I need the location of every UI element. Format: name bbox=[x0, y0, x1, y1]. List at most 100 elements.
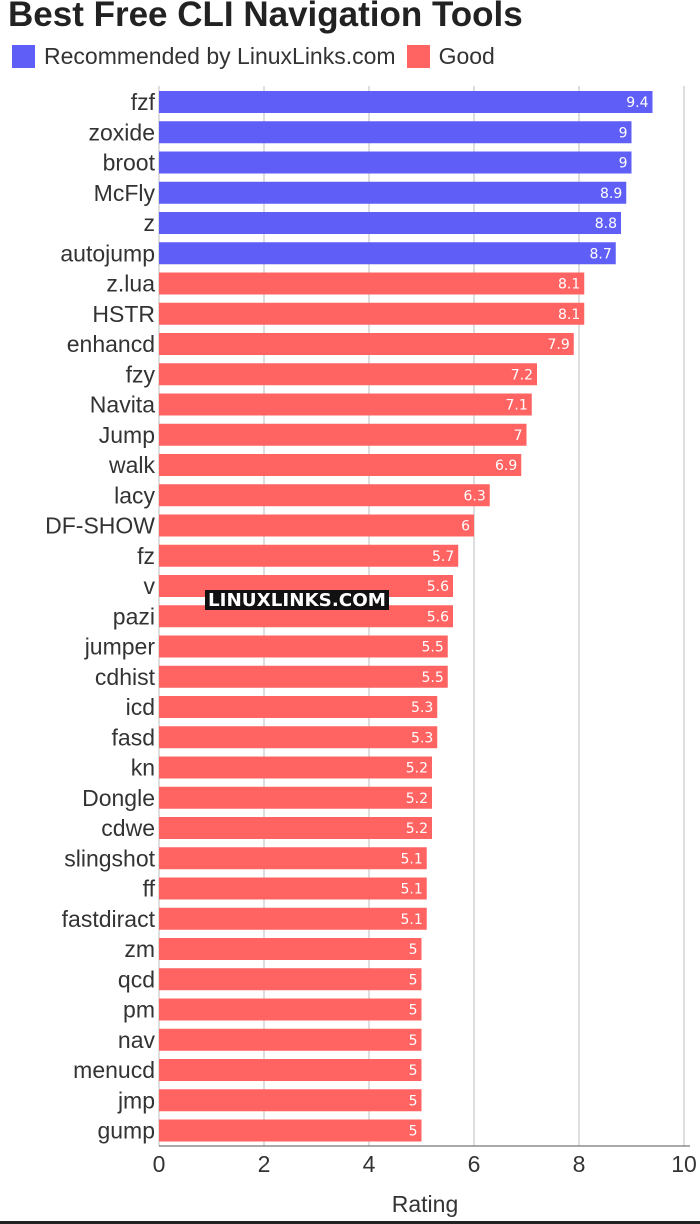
legend: Recommended by LinuxLinks.com Good bbox=[12, 43, 506, 70]
legend-label-good: Good bbox=[438, 43, 495, 69]
category-label: fastdiract bbox=[62, 906, 156, 932]
bar-value-label: 5.7 bbox=[432, 549, 454, 565]
category-label: z.lua bbox=[106, 271, 155, 297]
x-axis: 0 2 4 6 8 10 bbox=[153, 1145, 697, 1177]
bar-value-label: 6.9 bbox=[495, 458, 517, 474]
category-label: autojump bbox=[60, 240, 155, 266]
bar bbox=[159, 151, 632, 174]
category-label: zm bbox=[124, 936, 155, 962]
category-label: cdwe bbox=[101, 815, 155, 841]
bar-value-label: 9 bbox=[619, 156, 628, 172]
category-label: pm bbox=[123, 997, 155, 1023]
category-label: HSTR bbox=[92, 301, 155, 327]
bar-value-label: 5 bbox=[409, 1093, 418, 1109]
bar-value-label: 7.1 bbox=[505, 398, 527, 414]
category-label: kn bbox=[131, 755, 155, 781]
category-label: fzf bbox=[131, 89, 156, 115]
bar-value-label: 5.3 bbox=[411, 730, 433, 746]
category-label: cdhist bbox=[95, 664, 156, 690]
x-tick-label: 8 bbox=[573, 1151, 586, 1177]
category-label: Dongle bbox=[82, 785, 155, 811]
bar-value-label: 5.5 bbox=[421, 640, 443, 656]
category-label: slingshot bbox=[64, 845, 155, 871]
x-tick-label: 0 bbox=[153, 1151, 166, 1177]
category-label: Jump bbox=[99, 422, 155, 448]
category-label: jmp bbox=[117, 1087, 155, 1113]
x-tick-label: 10 bbox=[671, 1151, 697, 1177]
watermark-text: LINUXLINKS.COM bbox=[208, 590, 386, 611]
bar-value-label: 7 bbox=[514, 428, 523, 444]
bar bbox=[159, 363, 537, 386]
category-label: z bbox=[144, 210, 156, 236]
bar bbox=[159, 1059, 422, 1081]
bar bbox=[159, 696, 438, 718]
category-label: icd bbox=[126, 694, 155, 720]
bar bbox=[159, 333, 574, 355]
bar bbox=[159, 907, 427, 930]
bar bbox=[159, 121, 632, 144]
legend-label-recommended: Recommended by LinuxLinks.com bbox=[44, 43, 396, 69]
bar bbox=[159, 1028, 422, 1051]
bar-value-label: 5.2 bbox=[406, 761, 428, 777]
bar-value-label: 9.4 bbox=[626, 95, 648, 111]
bar-value-label: 5.2 bbox=[406, 821, 428, 837]
bar-value-label: 5 bbox=[409, 1063, 418, 1079]
x-axis-title: Rating bbox=[392, 1191, 458, 1217]
category-label: nav bbox=[118, 1027, 156, 1053]
bar bbox=[159, 726, 438, 749]
bar-value-label: 5.1 bbox=[400, 912, 422, 928]
bar bbox=[159, 847, 427, 870]
category-label: gump bbox=[97, 1118, 155, 1144]
bar-value-label: 8.9 bbox=[600, 186, 622, 202]
x-tick-label: 6 bbox=[468, 1151, 481, 1177]
bar bbox=[159, 302, 585, 325]
bar-value-label: 5 bbox=[409, 942, 418, 958]
bar bbox=[159, 938, 422, 960]
bar-value-label: 8.1 bbox=[558, 307, 580, 323]
bar-value-label: 5.1 bbox=[400, 851, 422, 867]
bar-value-label: 6.3 bbox=[463, 488, 485, 504]
category-label: Navita bbox=[90, 392, 155, 418]
bar bbox=[159, 605, 453, 628]
bar-value-label: 7.2 bbox=[511, 367, 533, 383]
bar bbox=[159, 454, 522, 476]
category-label: v bbox=[144, 573, 156, 599]
bar bbox=[159, 756, 432, 779]
category-label: fzy bbox=[126, 361, 156, 387]
category-label: walk bbox=[108, 452, 156, 478]
category-label: lacy bbox=[114, 482, 155, 508]
chart-title: Best Free CLI Navigation Tools bbox=[8, 0, 523, 34]
bar-value-label: 5 bbox=[409, 1003, 418, 1019]
category-label: fz bbox=[137, 543, 155, 569]
bar bbox=[159, 181, 627, 204]
bar bbox=[159, 544, 459, 567]
bar bbox=[159, 514, 474, 537]
x-tick-label: 2 bbox=[258, 1151, 271, 1177]
bar bbox=[159, 635, 448, 658]
category-labels: fzf zoxide broot McFly z autojump z.lua HSTR enh… bbox=[45, 89, 155, 1144]
bottom-rule bbox=[0, 1221, 700, 1224]
category-label: zoxide bbox=[89, 119, 155, 145]
category-label: pazi bbox=[113, 603, 155, 629]
x-tick-label: 4 bbox=[363, 1151, 376, 1177]
bar bbox=[159, 212, 621, 234]
category-label: enhancd bbox=[67, 331, 155, 357]
category-label: qcd bbox=[118, 966, 155, 992]
bar bbox=[159, 817, 432, 839]
bar-value-label: 7.9 bbox=[547, 337, 569, 353]
bar bbox=[159, 786, 432, 809]
bar-value-label: 5.5 bbox=[421, 670, 443, 686]
bar bbox=[159, 877, 427, 900]
category-label: jumper bbox=[84, 634, 156, 660]
bar bbox=[159, 998, 422, 1021]
bar-value-label: 5.2 bbox=[406, 791, 428, 807]
legend-item-good: Good bbox=[406, 43, 495, 70]
category-label: broot bbox=[103, 150, 156, 176]
bar bbox=[159, 91, 653, 113]
bar bbox=[159, 1089, 422, 1112]
bar bbox=[159, 484, 490, 507]
bar-value-label: 9 bbox=[619, 125, 628, 141]
bar-value-label: 5.1 bbox=[400, 882, 422, 898]
bar bbox=[159, 1119, 422, 1142]
